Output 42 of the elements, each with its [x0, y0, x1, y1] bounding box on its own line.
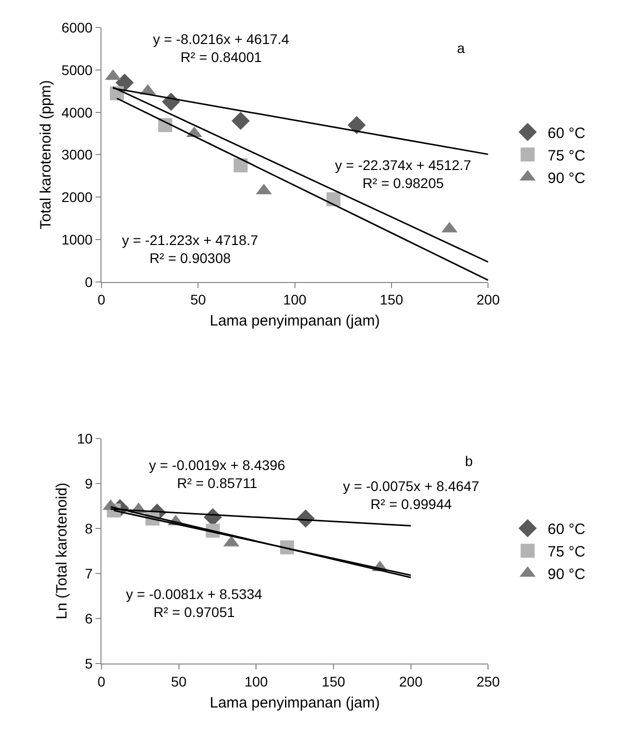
annotation: b — [465, 453, 473, 469]
y-tick-label: 3000 — [61, 146, 93, 163]
x-tick-label: 250 — [476, 673, 500, 690]
legend-label: 90 °C — [548, 566, 586, 584]
x-tick-label: 50 — [170, 673, 187, 690]
legend-label: 75 °C — [548, 544, 586, 561]
y-tick-label: 10 — [77, 430, 93, 446]
annotation: y = -21.223x + 4718.7 R² = 0.90308 — [122, 232, 258, 266]
annotation: a — [457, 40, 465, 56]
x-tick-label: 150 — [380, 292, 404, 308]
x-tick-label: 50 — [190, 292, 206, 308]
y-tick-label: 8 — [84, 520, 93, 536]
y-tick-label: 7 — [84, 565, 93, 582]
y-axis-title: Total karotenoid (ppm) — [38, 80, 55, 230]
y-tick-label: 2000 — [61, 189, 93, 206]
legend-label: 90 °C — [548, 170, 586, 187]
y-tick-label: 4000 — [61, 104, 93, 120]
legend-label: 75 °C — [548, 147, 586, 164]
x-axis-title: Lama penyimpanan (jam) — [210, 694, 380, 712]
y-tick-label: 1000 — [61, 231, 93, 248]
annotation: y = -22.374x + 4512.7 R² = 0.98205 — [335, 157, 472, 192]
x-tick-label: 0 — [98, 673, 106, 690]
annotation: y = -0.0081x + 8.5334 R² = 0.97051 — [126, 586, 262, 620]
annotation: y = -0.0075x + 8.4647 R² = 0.99944 — [343, 478, 480, 512]
x-tick-label: 150 — [322, 673, 346, 690]
x-tick-label: 200 — [399, 673, 423, 690]
y-tick-label: 6000 — [61, 19, 93, 36]
legend-label: 60 °C — [548, 521, 586, 538]
x-tick-label: 100 — [283, 292, 307, 308]
x-tick-label: 200 — [476, 292, 500, 308]
x-axis-title: Lama penyimpanan (jam) — [210, 312, 380, 330]
y-tick-label: 9 — [84, 475, 93, 492]
y-axis-title: Ln (Total karotenoid) — [53, 482, 70, 620]
y-tick-label: 5 — [84, 655, 93, 672]
legend-label: 60 °C — [548, 124, 586, 142]
x-tick-label: 0 — [98, 292, 106, 308]
annotation: y = -8.0216x + 4617.4 R² = 0.84001 — [153, 31, 290, 66]
annotation: y = -0.0019x + 8.4396 R² = 0.85711 — [149, 457, 286, 492]
x-tick-label: 100 — [244, 673, 268, 690]
y-tick-label: 6 — [84, 610, 93, 626]
y-tick-label: 5000 — [61, 62, 93, 78]
y-tick-label: 0 — [84, 274, 93, 290]
